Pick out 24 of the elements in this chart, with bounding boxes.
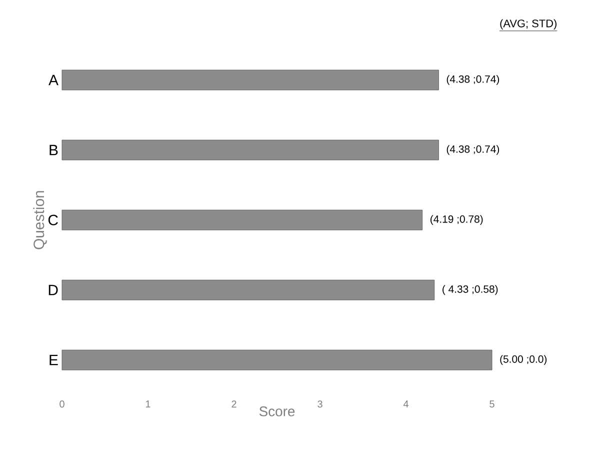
bar: [62, 280, 435, 300]
x-axis-title: Score: [259, 406, 295, 416]
x-tick-label: 4: [403, 400, 408, 408]
data-label: ( 4.33 ;0.58): [442, 285, 498, 295]
x-tick-label: 5: [490, 400, 494, 408]
y-tick-label: E: [50, 354, 58, 366]
data-label: (4.38 ;0.74): [446, 75, 500, 85]
bar: [62, 350, 492, 370]
y-tick-label: C: [48, 214, 58, 226]
bar: [62, 210, 423, 230]
bar: [62, 140, 439, 160]
y-tick-label: A: [48, 74, 58, 86]
data-label: (5.00 ;0.0): [500, 355, 547, 365]
text: (AVG; STD): [500, 19, 556, 30]
y-axis-title: Question: [33, 191, 47, 250]
y-tick-label: D: [48, 284, 58, 296]
x-tick-label: 1: [146, 400, 150, 408]
x-tick-label: 3: [318, 400, 322, 408]
y-tick-label: B: [50, 144, 58, 156]
data-label: (4.38 ;0.74): [446, 145, 500, 155]
data-label: (4.19 ;0.78): [430, 215, 483, 225]
x-tick-label: 2: [232, 400, 236, 408]
x-tick-label: 0: [60, 400, 64, 408]
bar: [62, 70, 439, 90]
